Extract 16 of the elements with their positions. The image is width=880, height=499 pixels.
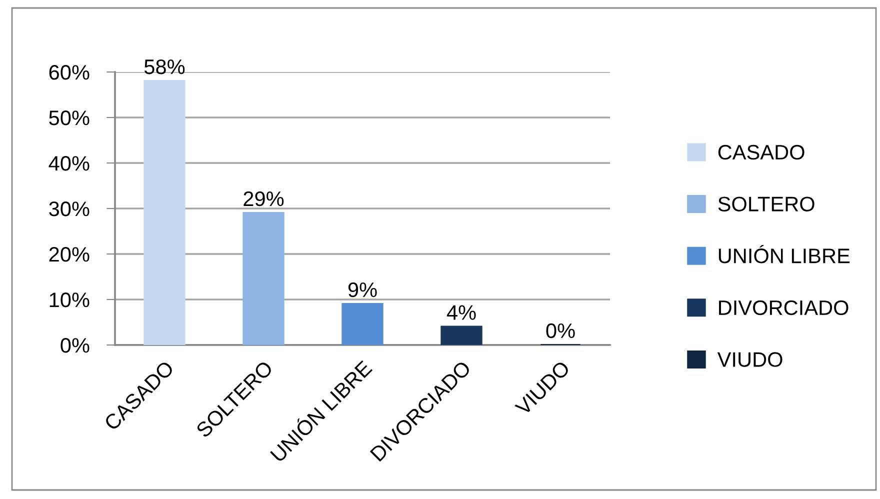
y-tick-label: 30% [49, 202, 90, 216]
legend-label: SOLTERO [718, 196, 814, 212]
data-label: 58% [144, 59, 185, 74]
legend-label: CASADO [718, 144, 804, 160]
y-tick-label: 20% [49, 247, 90, 262]
y-tick-label: 50% [49, 110, 90, 126]
legend-label: DIVORCIADO [719, 300, 848, 316]
y-tick-label: 60% [49, 65, 90, 80]
data-label: 0% [546, 323, 575, 338]
data-label: 9% [348, 282, 377, 298]
y-tick-label: 0% [60, 338, 90, 353]
y-tick-label: 10% [50, 292, 90, 308]
legend-label: UNIÓN LIBRE [718, 245, 850, 264]
y-tick-label: 40% [48, 156, 90, 171]
data-label: 29% [244, 191, 284, 206]
data-label: 4% [446, 305, 476, 320]
